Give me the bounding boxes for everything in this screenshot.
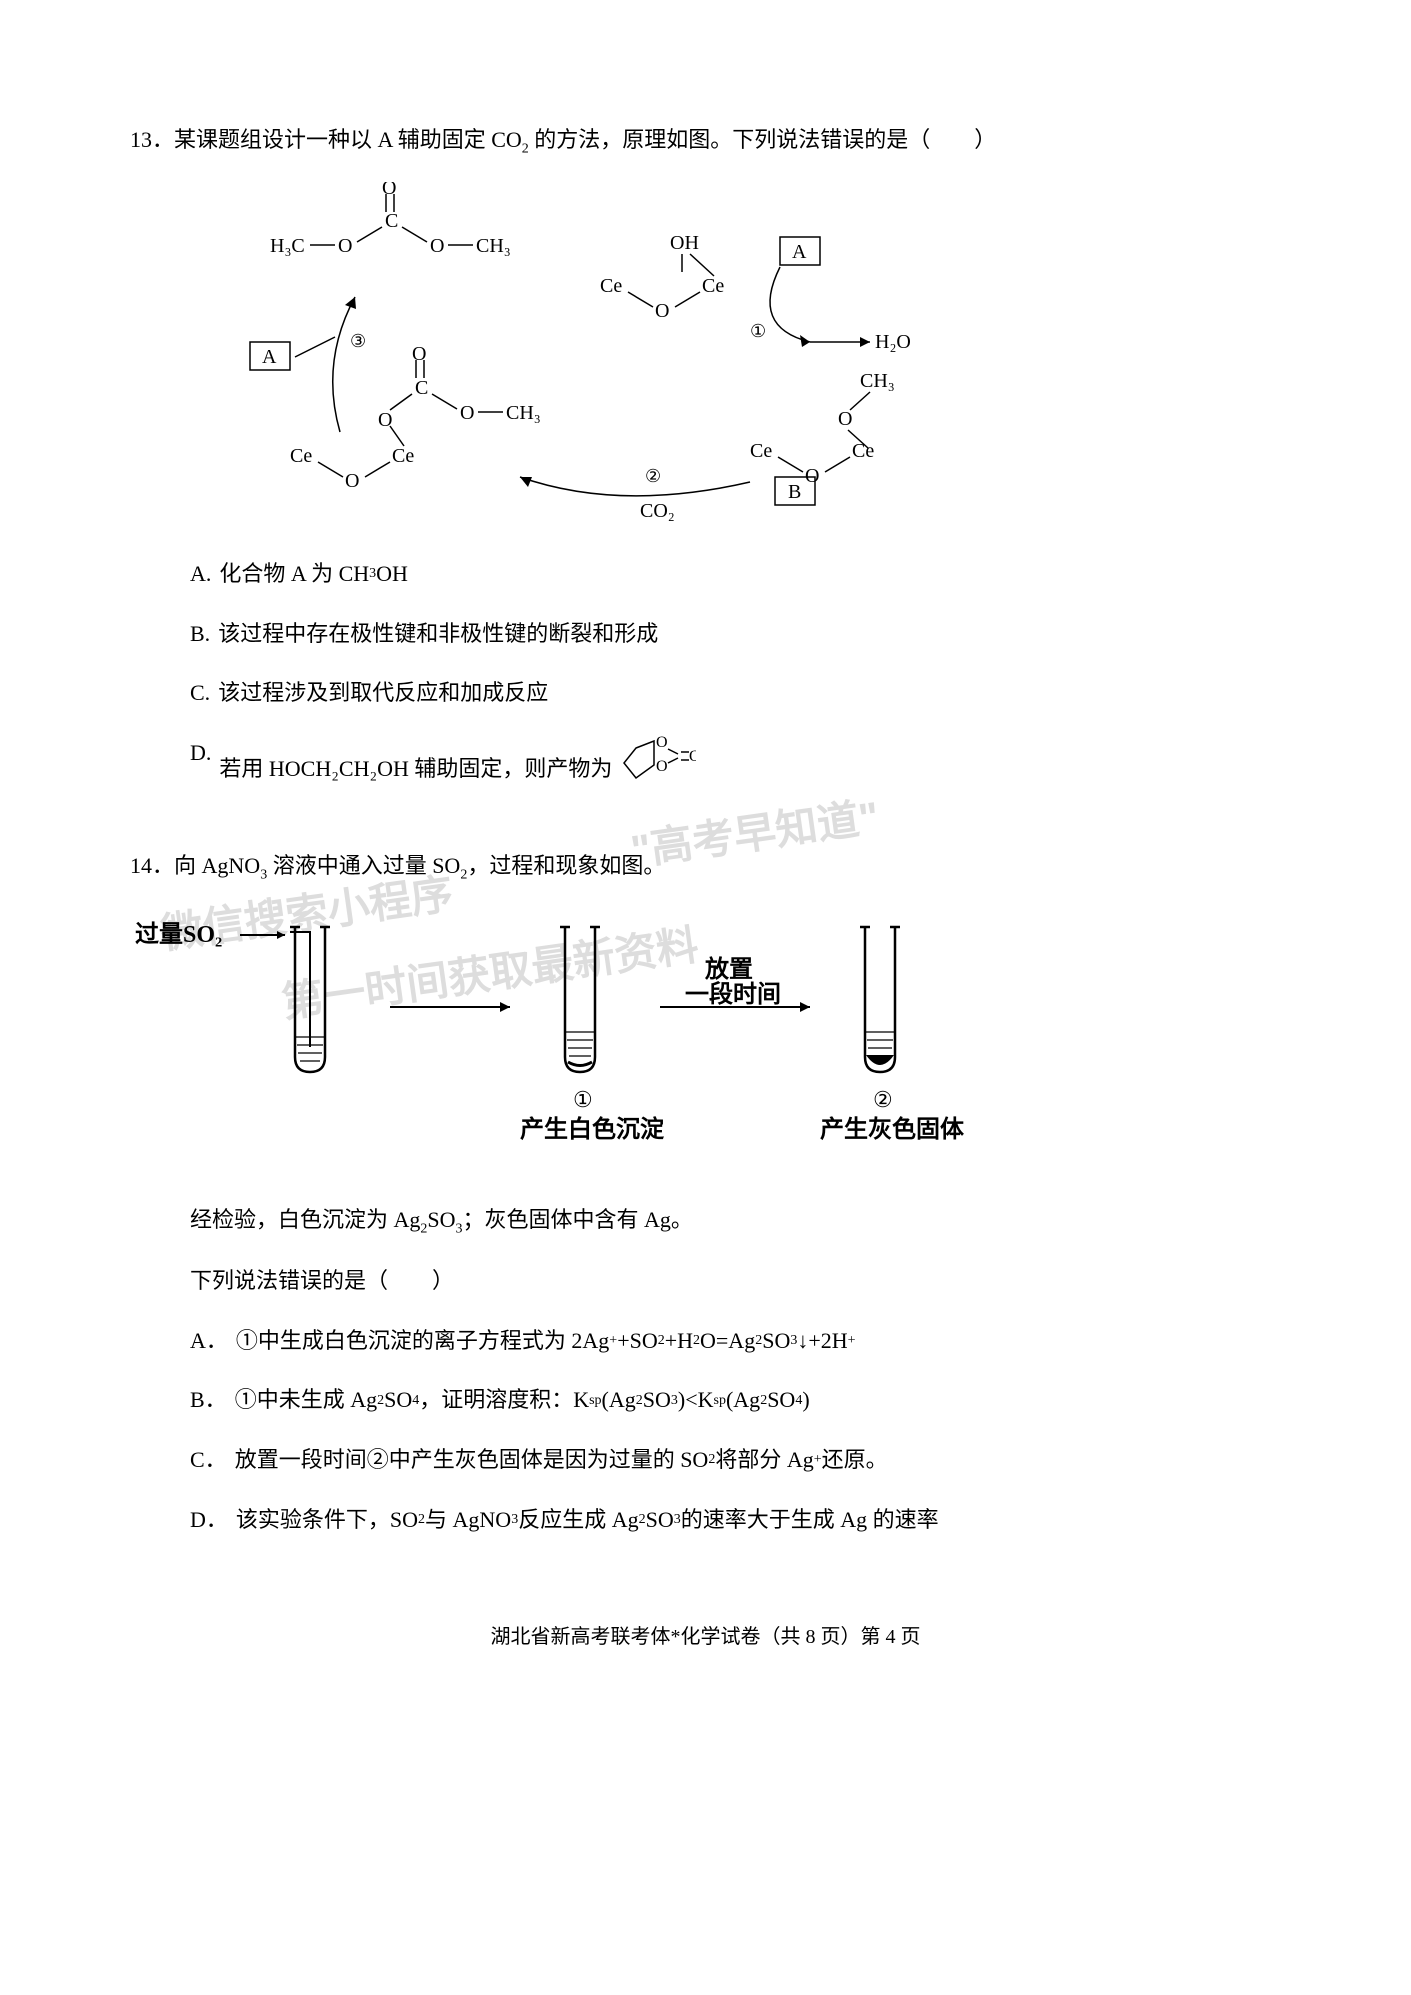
- q14-option-a: A． ①中生成白色沉淀的离子方程式为 2Ag++SO2+H2O=Ag2SO3↓+…: [190, 1321, 1281, 1361]
- svg-text:产生白色沉淀: 产生白色沉淀: [520, 1115, 665, 1143]
- oh-text: OH: [670, 232, 699, 254]
- q13-stem: 13．某课题组设计一种以 A 辅助固定 CO2 的方法，原理如图。下列说法错误的…: [130, 120, 1281, 162]
- svg-text:③: ③: [350, 331, 366, 351]
- ce-bl2: Ce: [392, 445, 414, 467]
- arrow-step2: ② CO₂: [520, 466, 750, 522]
- test-tube-3: [860, 927, 900, 1072]
- q14-a-text: ①中生成白色沉淀的离子方程式为 2Ag++SO2+H2O=Ag2SO3↓+2H+: [236, 1321, 856, 1361]
- q14-d-text: 该实验条件下，SO2 与 AgNO3 反应生成 Ag2SO3 的速率大于生成 A…: [236, 1500, 939, 1540]
- q13-option-a: A. 化合物 A 为 CH3OH: [190, 554, 1281, 594]
- svg-text:B: B: [788, 481, 801, 503]
- svg-text:产生灰色固体: 产生灰色固体: [820, 1115, 965, 1143]
- o-bl3: O: [460, 402, 474, 424]
- ch3-text: CH₃: [476, 235, 511, 257]
- q14-stem-text: 向 AgNO3 溶液中通入过量 SO2，过程和现象如图。: [174, 853, 665, 878]
- arrow-step1: ① H₂O: [750, 267, 911, 353]
- q14-stem: 14．向 AgNO3 溶液中通入过量 SO2，过程和现象如图。: [130, 846, 1281, 888]
- svg-text:一段时间: 一段时间: [685, 980, 781, 1008]
- q14-option-c: C． 放置一段时间②中产生灰色固体是因为过量的 SO2 将部分 Ag+还原。: [190, 1440, 1281, 1480]
- svg-text:O: O: [656, 758, 668, 775]
- q13-option-b: B. 该过程中存在极性键和非极性键的断裂和形成: [190, 614, 1281, 654]
- svg-text:过量SO₂: 过量SO₂: [135, 921, 222, 948]
- c-bl: C: [415, 377, 428, 399]
- ce-och3-ce: CH₃ O Ce O Ce: [750, 370, 895, 487]
- c-text: C: [385, 210, 398, 232]
- ce-br1: Ce: [750, 440, 772, 462]
- ce-oh-ce: OH Ce O Ce: [600, 232, 724, 322]
- q14-c-text: 放置一段时间②中产生灰色固体是因为过量的 SO2 将部分 Ag+还原。: [235, 1440, 888, 1480]
- ch3-br: CH₃: [860, 370, 895, 392]
- q14-stem2: 下列说法错误的是（ ）: [190, 1261, 1281, 1301]
- o-bl-dbl: O: [412, 343, 426, 365]
- top-structure: H₃C O C O O CH₃: [270, 182, 511, 257]
- q13-d-text: 若用 HOCH₂CH₂OH 辅助固定，则产物为 O O O: [219, 733, 700, 806]
- q14-verify: 经检验，白色沉淀为 Ag2SO3；灰色固体中含有 Ag。: [190, 1200, 1281, 1242]
- ce-text: Ce: [600, 275, 622, 297]
- h3c-text: H₃C: [270, 235, 305, 257]
- q14-b-text: ①中未生成 Ag2SO4，证明溶度积：Ksp(Ag2SO3)<Ksp(Ag2SO…: [235, 1380, 810, 1420]
- svg-text:CO₂: CO₂: [640, 500, 675, 522]
- svg-text:O: O: [689, 748, 696, 765]
- q13-number: 13．: [130, 127, 174, 152]
- q14-option-b: B． ①中未生成 Ag2SO4，证明溶度积：Ksp(Ag2SO3)<Ksp(Ag…: [190, 1380, 1281, 1420]
- o-br: O: [838, 408, 852, 430]
- svg-text:H₂O: H₂O: [875, 331, 911, 353]
- question-14: "高考早知道" 微信搜索小程序 第一时间获取最新资料 14．向 AgNO3 溶液…: [130, 846, 1281, 1540]
- q14-number: 14．: [130, 853, 174, 878]
- svg-text:O: O: [656, 734, 668, 751]
- svg-text:②: ②: [645, 466, 661, 486]
- q13-option-c: C. 该过程涉及到取代反应和加成反应: [190, 673, 1281, 713]
- box-a-top: A: [780, 237, 820, 265]
- q13-option-d: D. 若用 HOCH₂CH₂OH 辅助固定，则产物为 O O O: [190, 733, 1281, 806]
- test-tube-1: [290, 927, 330, 1072]
- box-a-left: A: [250, 342, 290, 370]
- ce-br2: Ce: [852, 440, 874, 462]
- o-bl1: O: [345, 470, 359, 492]
- o-text: O: [338, 235, 352, 257]
- q14-option-d: D． 该实验条件下，SO2 与 AgNO3 反应生成 Ag2SO3 的速率大于生…: [190, 1500, 1281, 1540]
- test-tube-2: [560, 927, 600, 1072]
- q13-diagram: H₃C O C O O CH₃ OH Ce O C: [190, 182, 1281, 535]
- q13-stem-text: 某课题组设计一种以 A 辅助固定 CO2 的方法，原理如图。下列说法错误的是（ …: [174, 127, 996, 152]
- q13-a-text: 化合物 A 为 CH3OH: [219, 554, 408, 594]
- ce-bl1: Ce: [290, 445, 312, 467]
- svg-text:①: ①: [750, 321, 766, 341]
- page-footer: 湖北省新高考联考体*化学试卷（共 8 页）第 4 页: [130, 1619, 1281, 1655]
- cyclic-carbonate-icon: O O O: [616, 733, 696, 806]
- svg-text:放置: 放置: [704, 955, 753, 983]
- q14-experiment-svg: 过量SO₂ ① 产生白色沉淀: [130, 907, 1030, 1167]
- svg-text:②: ②: [873, 1087, 893, 1112]
- q14-options: A． ①中生成白色沉淀的离子方程式为 2Ag++SO2+H2O=Ag2SO3↓+…: [190, 1321, 1281, 1539]
- o-bl2: O: [378, 409, 392, 431]
- svg-text:A: A: [262, 346, 277, 368]
- svg-text:A: A: [792, 241, 807, 263]
- question-13: 13．某课题组设计一种以 A 辅助固定 CO2 的方法，原理如图。下列说法错误的…: [130, 120, 1281, 806]
- q13-options: A. 化合物 A 为 CH3OH B. 该过程中存在极性键和非极性键的断裂和形成…: [190, 554, 1281, 805]
- ce-carbonate-ce: Ce O Ce O C O O CH₃: [290, 343, 541, 492]
- o-text3: O: [655, 300, 669, 322]
- arrow-step3: ③: [295, 297, 366, 432]
- q14-diagram: 过量SO₂ ① 产生白色沉淀: [130, 907, 1281, 1180]
- o-dbl: O: [382, 182, 396, 199]
- o-br2: O: [805, 465, 819, 487]
- svg-text:①: ①: [573, 1087, 593, 1112]
- ch3-bl: CH₃: [506, 402, 541, 424]
- q13-reaction-cycle-svg: H₃C O C O O CH₃ OH Ce O C: [190, 182, 1040, 522]
- ce-text2: Ce: [702, 275, 724, 297]
- o-text2: O: [430, 235, 444, 257]
